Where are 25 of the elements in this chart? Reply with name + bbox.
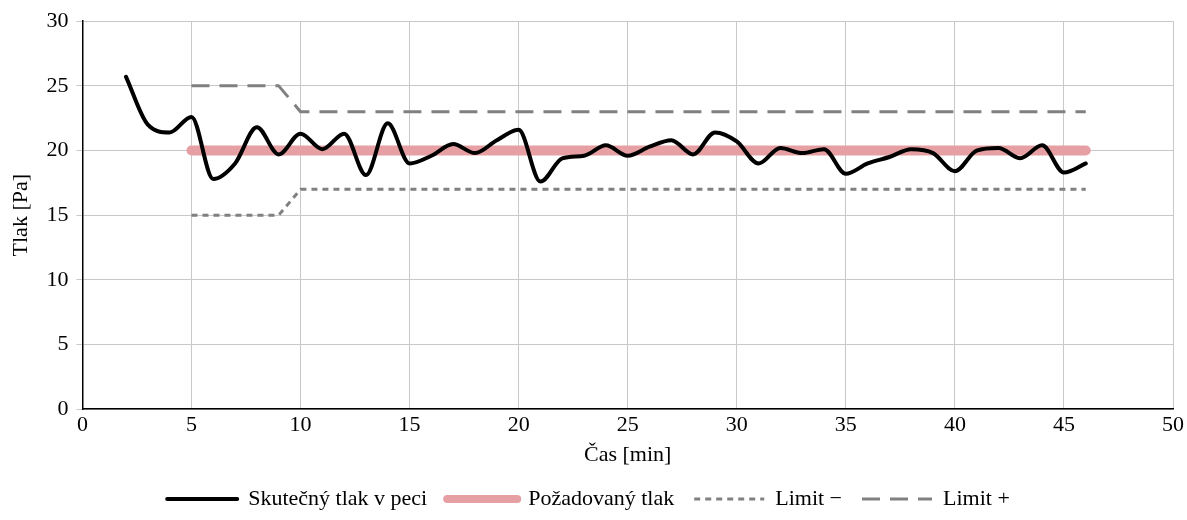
y-tick-label: 25 (46, 71, 69, 97)
legend-label: Limit − (775, 484, 843, 510)
legend-label: Požadovaný tlak (528, 484, 675, 510)
x-tick-label: 40 (943, 411, 966, 437)
x-axis-title: Čas [min] (584, 440, 672, 466)
legend-label: Limit + (943, 484, 1010, 510)
x-tick-label: 50 (1162, 411, 1184, 437)
x-tick-label: 0 (76, 411, 88, 437)
y-tick-label: 0 (57, 394, 69, 420)
x-tick-label: 15 (398, 411, 421, 437)
y-tick-label: 20 (46, 136, 69, 162)
legend-label: Skutečný tlak v peci (248, 484, 428, 510)
y-tick-label: 15 (46, 200, 69, 226)
line-series (124, 74, 1088, 184)
x-tick-label: 25 (616, 411, 639, 437)
x-tick-label: 45 (1052, 411, 1075, 437)
x-tick-label: 35 (834, 411, 857, 437)
y-tick-label: 10 (46, 265, 69, 291)
x-tick-label: 10 (289, 411, 312, 437)
x-tick-label: 5 (185, 411, 197, 437)
y-axis-title: Tlak [Pa] (6, 173, 32, 257)
y-tick-label: 30 (46, 6, 69, 32)
x-tick-label: 20 (507, 411, 530, 437)
x-tick-label: 30 (725, 411, 748, 437)
y-tick-label: 5 (57, 330, 69, 356)
